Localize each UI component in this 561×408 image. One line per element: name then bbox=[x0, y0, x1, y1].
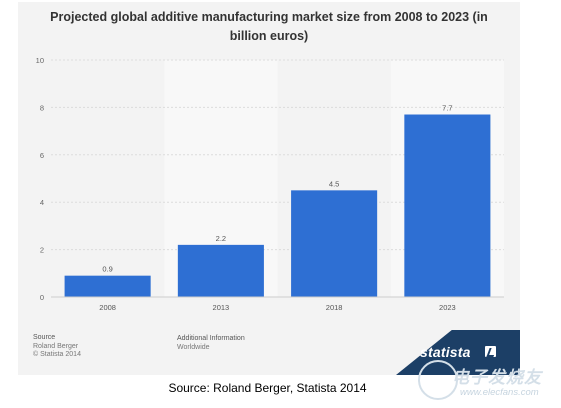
additional-info-note: Additional Information Worldwide bbox=[177, 335, 245, 352]
bar bbox=[64, 275, 151, 297]
source-line: Roland Berger bbox=[33, 342, 79, 350]
source-line: © Statista 2014 bbox=[33, 351, 81, 358]
source-heading: Source bbox=[33, 334, 56, 341]
column-band bbox=[51, 60, 165, 297]
elecfans-circle-icon bbox=[418, 360, 458, 400]
y-tick-label: 2 bbox=[40, 246, 44, 255]
data-label: 4.5 bbox=[329, 179, 339, 188]
statista-logo[interactable]: statista bbox=[420, 344, 471, 360]
info-heading: Additional Information bbox=[177, 335, 245, 342]
elecfans-logo-name: 电子发烧友 bbox=[452, 368, 542, 387]
elecfans-logo: 电子发烧友 www.elecfans.com bbox=[418, 360, 548, 404]
y-tick-label: 10 bbox=[36, 56, 44, 65]
y-tick-label: 4 bbox=[40, 198, 44, 207]
elecfans-logo-url: www.elecfans.com bbox=[460, 387, 539, 398]
bar bbox=[177, 244, 264, 297]
data-label: 2.2 bbox=[216, 234, 226, 243]
chart-title: Projected global additive manufacturing … bbox=[50, 10, 488, 43]
x-tick-label: 2018 bbox=[326, 303, 343, 312]
statista-mark-icon bbox=[485, 346, 496, 357]
y-tick-label: 0 bbox=[40, 293, 44, 302]
chart-card: Projected global additive manufacturing … bbox=[18, 2, 520, 375]
data-label: 7.7 bbox=[442, 104, 452, 113]
y-tick-label: 6 bbox=[40, 151, 44, 160]
data-label: 0.9 bbox=[102, 265, 112, 274]
image-caption: Source: Roland Berger, Statista 2014 bbox=[168, 381, 367, 395]
y-tick-label: 8 bbox=[40, 103, 44, 112]
bar bbox=[291, 190, 378, 297]
bar-chart: 0 2 4 6 8 10 0.9 2008 2.2 2013 4.5 2018 7.7 2023 bbox=[36, 56, 504, 312]
x-tick-label: 2023 bbox=[439, 303, 456, 312]
x-tick-label: 2013 bbox=[213, 303, 230, 312]
bar bbox=[404, 114, 491, 297]
source-note: Source Roland Berger © Statista 2014 bbox=[33, 334, 81, 360]
info-line: Worldwide bbox=[177, 343, 210, 351]
x-tick-label: 2008 bbox=[99, 303, 116, 312]
